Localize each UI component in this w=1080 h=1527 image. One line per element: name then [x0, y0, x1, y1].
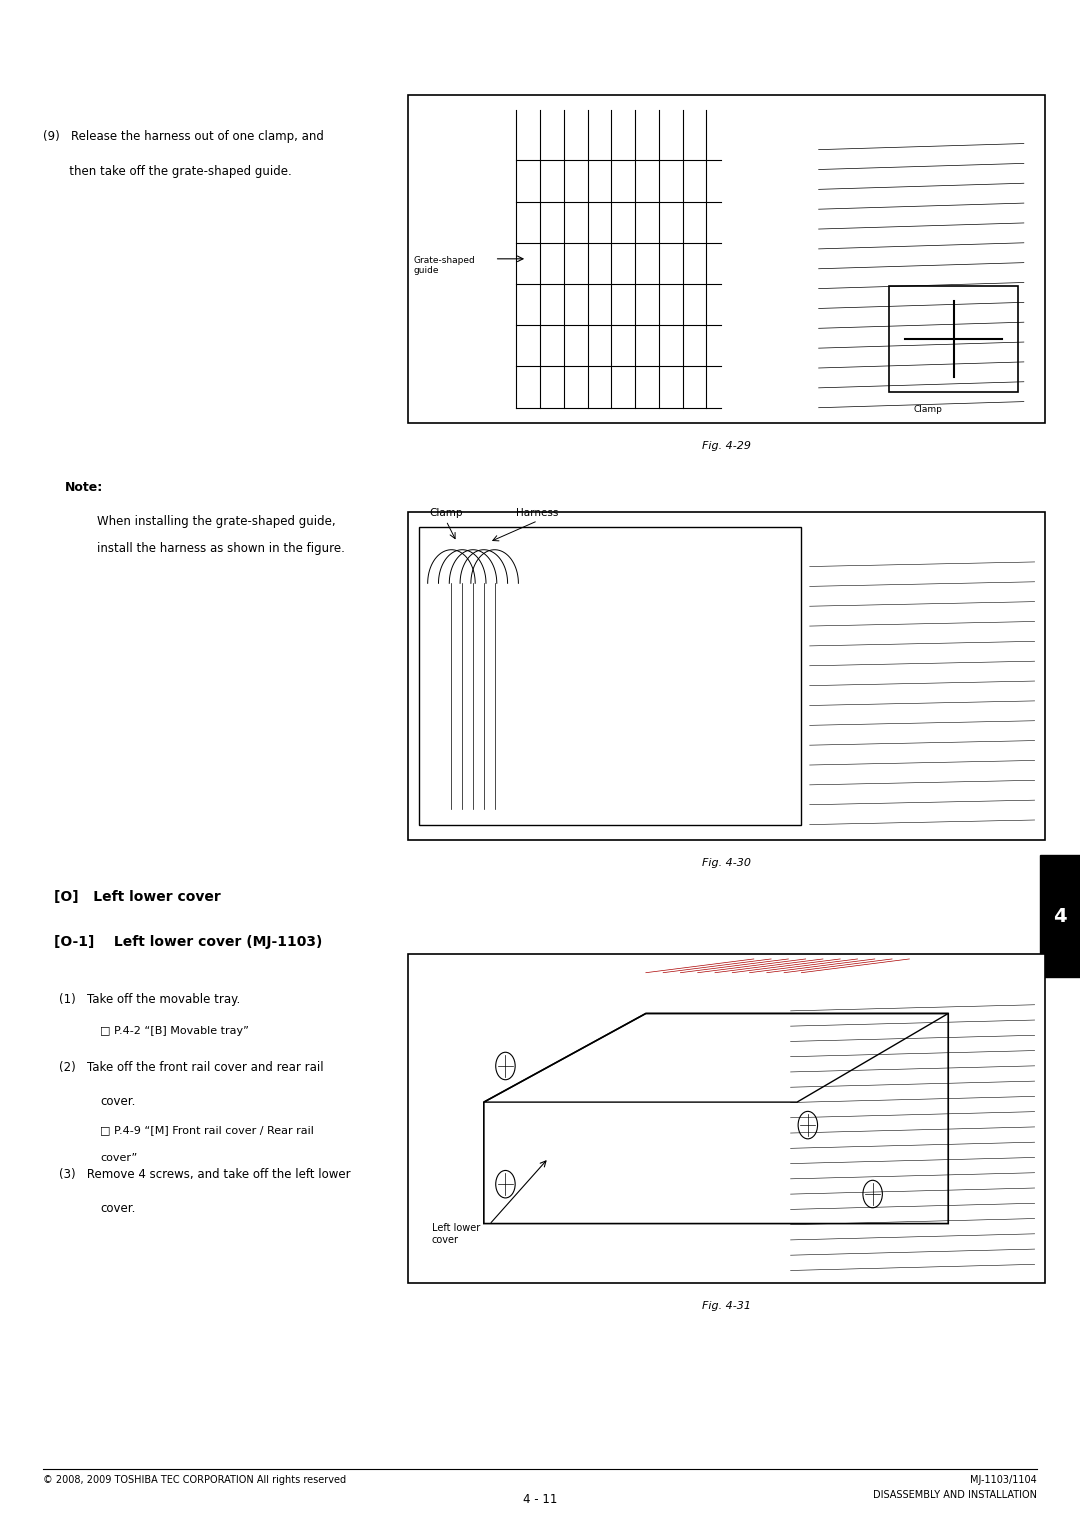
Text: [O]   Left lower cover: [O] Left lower cover: [54, 890, 220, 904]
Text: (3)   Remove 4 screws, and take off the left lower: (3) Remove 4 screws, and take off the le…: [59, 1168, 351, 1182]
Text: cover”: cover”: [100, 1153, 137, 1164]
Text: Fig. 4-29: Fig. 4-29: [702, 441, 752, 452]
Text: © 2008, 2009 TOSHIBA TEC CORPORATION All rights reserved: © 2008, 2009 TOSHIBA TEC CORPORATION All…: [43, 1475, 347, 1486]
Text: DISASSEMBLY AND INSTALLATION: DISASSEMBLY AND INSTALLATION: [873, 1490, 1037, 1501]
Text: cover.: cover.: [100, 1202, 136, 1215]
Text: Clamp: Clamp: [430, 507, 463, 518]
Bar: [889, 286, 1018, 392]
Text: Fig. 4-31: Fig. 4-31: [702, 1301, 752, 1312]
Text: □ P.4-2 “[B] Movable tray”: □ P.4-2 “[B] Movable tray”: [100, 1026, 249, 1037]
Text: Harness: Harness: [516, 507, 558, 518]
Text: (1)   Take off the movable tray.: (1) Take off the movable tray.: [59, 993, 241, 1006]
Text: □ P.4-9 “[M] Front rail cover / Rear rail: □ P.4-9 “[M] Front rail cover / Rear rai…: [100, 1125, 314, 1136]
Text: Note:: Note:: [65, 481, 103, 495]
Text: install the harness as shown in the figure.: install the harness as shown in the figu…: [97, 542, 346, 556]
Text: When installing the grate-shaped guide,: When installing the grate-shaped guide,: [97, 515, 336, 528]
Bar: [1040, 855, 1080, 977]
Text: then take off the grate-shaped guide.: then take off the grate-shaped guide.: [43, 165, 292, 179]
Text: MJ-1103/1104: MJ-1103/1104: [970, 1475, 1037, 1486]
Text: Fig. 4-30: Fig. 4-30: [702, 858, 752, 869]
Text: cover.: cover.: [100, 1095, 136, 1109]
Text: Grate-shaped
guide: Grate-shaped guide: [414, 255, 475, 275]
Text: 4 - 11: 4 - 11: [523, 1493, 557, 1507]
Text: (9)   Release the harness out of one clamp, and: (9) Release the harness out of one clamp…: [43, 130, 324, 144]
Bar: [408, 954, 1045, 1283]
Bar: [408, 95, 1045, 423]
Text: Clamp: Clamp: [914, 405, 942, 414]
Text: (2)   Take off the front rail cover and rear rail: (2) Take off the front rail cover and re…: [59, 1061, 324, 1075]
Text: Left lower
cover: Left lower cover: [432, 1223, 481, 1245]
Bar: [408, 512, 1045, 840]
Bar: [419, 527, 801, 825]
Text: 4: 4: [1053, 907, 1067, 925]
Text: [O-1]    Left lower cover (MJ-1103): [O-1] Left lower cover (MJ-1103): [54, 935, 322, 948]
